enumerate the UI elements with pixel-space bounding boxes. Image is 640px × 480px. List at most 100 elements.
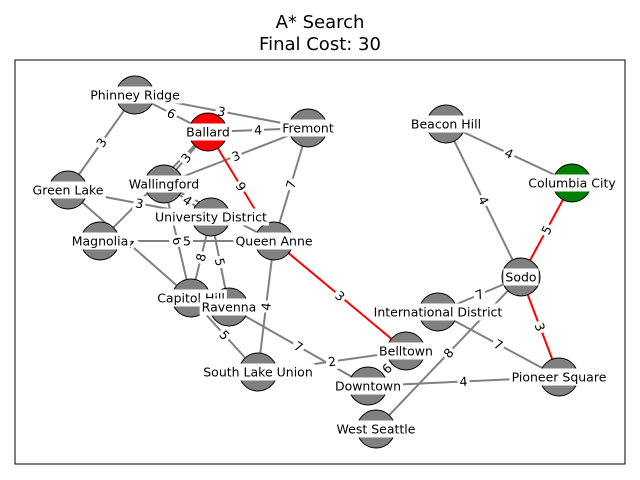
- edge-weight-background: [281, 176, 301, 193]
- edge-labels-layer: 363433793445655843572647784453: [91, 102, 557, 390]
- node-label-sodo: Sodo: [505, 270, 536, 285]
- edge-weight-ballard-wallingford: 3: [176, 148, 196, 168]
- node-label-background: [184, 123, 232, 141]
- node-label-downtown: Downtown: [335, 379, 401, 394]
- edge-weight-downtown-pioneer: 4: [457, 373, 470, 390]
- edge-weight-background: [181, 233, 193, 249]
- node-label-background: [153, 208, 270, 226]
- edge-weight-udistrict-ravenna: 5: [210, 254, 230, 270]
- node-label-beacon: Beacon Hill: [411, 117, 481, 132]
- edge-weight-belltown-downtown: 6: [377, 358, 397, 379]
- node-label-udistrict: University District: [155, 210, 267, 225]
- plot-frame: [14, 59, 626, 465]
- edge-weight-background: [324, 352, 340, 371]
- edge-weight-label: 4: [254, 122, 263, 137]
- node-label-phinney: Phinney Ridge: [90, 88, 180, 103]
- edge-weight-phinney-greenlake: 3: [91, 132, 112, 153]
- node-labels-layer: Phinney Ridge Ballard Fremont Beacon Hill Co…: [30, 86, 619, 438]
- edge-weight-capitol-slu: 5: [214, 325, 235, 345]
- edge-weight-queenanne-belltown: 3: [330, 286, 350, 306]
- node-label-background: [30, 181, 106, 199]
- node-label-background: [199, 298, 259, 316]
- node-label-background: [334, 420, 418, 438]
- edge-weight-phinney-ballard: 6: [162, 103, 181, 124]
- edge-weight-background: [162, 103, 181, 124]
- edge-weight-intl-sodo: 7: [470, 284, 489, 305]
- edge-weight-label: 5: [183, 234, 191, 249]
- edge-weight-label: 3: [216, 103, 227, 119]
- edge-weight-beacon-sodo: 4: [473, 191, 494, 210]
- edge-weight-sodo-columbia: 5: [536, 220, 557, 240]
- node-label-background: [332, 377, 404, 395]
- edge-weight-ballard-queenanne: 9: [231, 177, 251, 196]
- node-label-ravenna: Ravenna: [202, 300, 257, 315]
- edge-weight-background: [227, 146, 245, 166]
- chart-title: A* Search: [275, 12, 365, 33]
- node-label-magnolia: Magnolia: [72, 234, 129, 249]
- edge-weight-magnolia-queenanne: 5: [181, 233, 193, 249]
- edge-weight-background: [500, 143, 518, 164]
- edge-weight-udistrict-capitol: 8: [191, 249, 211, 266]
- edge-weight-background: [176, 148, 196, 168]
- node-label-background: [503, 268, 539, 286]
- node-label-background: [280, 119, 336, 137]
- edge-weight-label: 3: [134, 195, 145, 211]
- edge-weight-intl-pioneer: 7: [489, 334, 508, 355]
- node-label-background: [377, 342, 435, 360]
- edge-weight-background: [330, 286, 350, 306]
- edge-weight-background: [231, 177, 251, 196]
- edge-weight-sodo-pioneer: 3: [530, 318, 550, 336]
- edge-weight-label: 4: [258, 302, 274, 312]
- node-label-fremont: Fremont: [282, 121, 334, 136]
- node-label-pioneer: Pioneer Square: [512, 370, 607, 385]
- node-label-columbia: Columbia City: [528, 176, 616, 191]
- node-label-background: [526, 174, 619, 192]
- edge-weight-background: [91, 132, 112, 153]
- node-label-intl: International District: [374, 305, 503, 320]
- edge-weight-background: [489, 334, 508, 355]
- node-label-queenanne: Queen Anne: [235, 234, 312, 249]
- edge-weight-background: [536, 220, 557, 240]
- edge-weight-background: [473, 191, 494, 210]
- node-label-background: [126, 175, 202, 193]
- node-label-slu: South Lake Union: [203, 365, 313, 380]
- node-label-background: [408, 115, 484, 133]
- edge-weight-background: [132, 194, 147, 213]
- edge-weight-background: [438, 343, 459, 363]
- edge-weight-background: [177, 190, 198, 211]
- edge-weight-background: [457, 373, 470, 390]
- node-label-background: [509, 368, 609, 386]
- edge-weight-background: [530, 318, 550, 336]
- node-label-background: [233, 232, 315, 250]
- edge-weight-background: [251, 121, 265, 139]
- edge-weight-label: 8: [193, 252, 209, 263]
- edge-weight-ballard-fremont: 4: [251, 121, 265, 139]
- edge-weight-ravenna-downtown: 7: [289, 336, 308, 357]
- edges-layer: [67, 94, 573, 430]
- node-label-background: [69, 232, 131, 250]
- edge-weight-fremont-wallingford: 3: [227, 146, 245, 166]
- edge-weight-background: [377, 358, 397, 379]
- edge-weight-westseattle-sodo: 8: [438, 343, 459, 363]
- node-label-belltown: Belltown: [379, 344, 433, 359]
- edge-weight-slu-belltown: 2: [324, 352, 340, 371]
- edge-weight-label: 5: [212, 257, 228, 268]
- edge-weight-wallingford-udistrict: 4: [177, 190, 198, 211]
- node-label-ballard: Ballard: [186, 125, 230, 140]
- edge-weight-background: [210, 254, 230, 270]
- edge-weight-greenlake-udistrict: 3: [132, 194, 147, 213]
- edge-weight-label: 6: [169, 235, 185, 246]
- node-label-background: [201, 363, 315, 381]
- node-label-greenlake: Green Lake: [33, 183, 104, 198]
- edge-weight-label: 2: [327, 354, 337, 370]
- edge-weight-background: [214, 325, 235, 345]
- edge-weight-fremont-queenanne: 7: [281, 176, 301, 193]
- edge-weight-background: [289, 336, 308, 357]
- edge-weight-queenanne-slu: 4: [257, 299, 275, 314]
- node-label-wallingford: Wallingford: [129, 177, 199, 192]
- node-label-background: [88, 86, 183, 104]
- edge-weight-label: 7: [283, 179, 300, 191]
- edge-weight-background: [257, 299, 275, 314]
- edge-weight-label: 4: [459, 374, 468, 389]
